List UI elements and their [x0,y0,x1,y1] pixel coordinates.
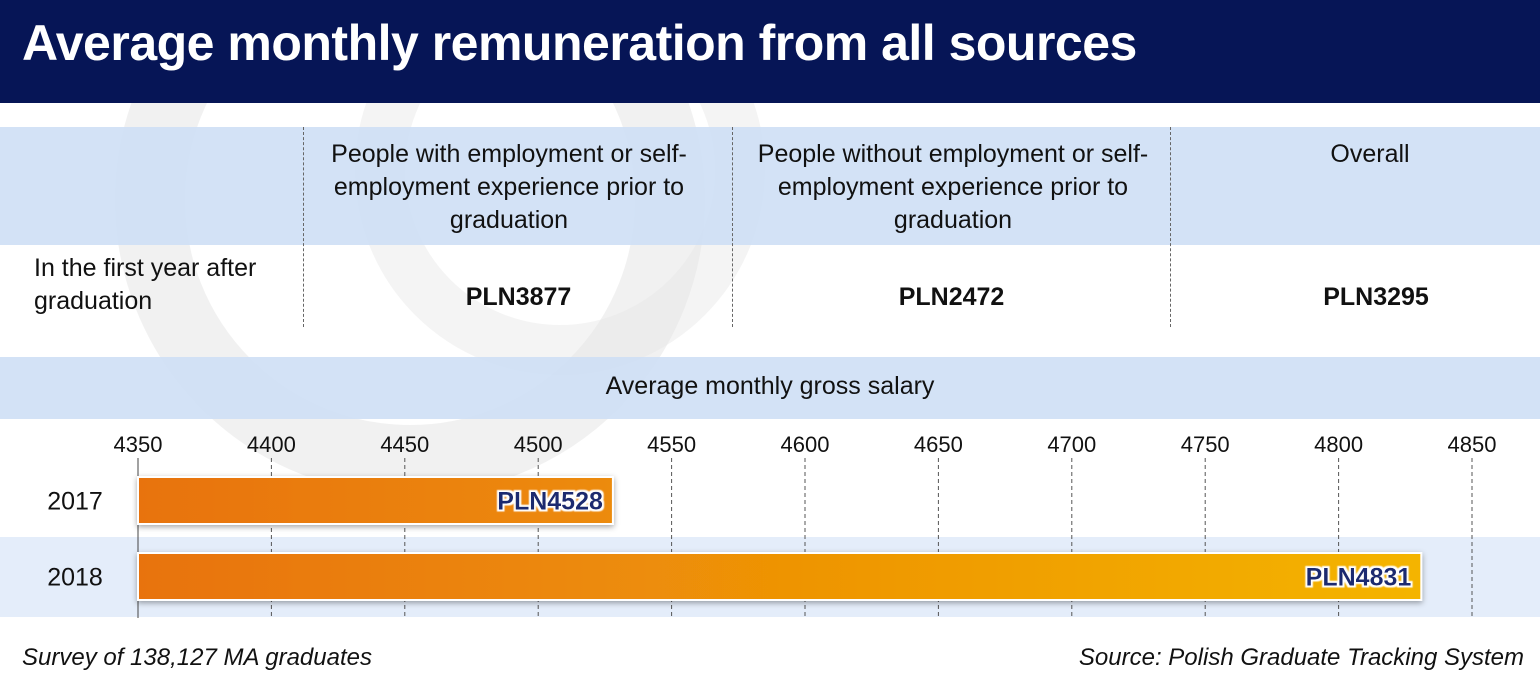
value-overall: PLN3295 [1323,283,1429,311]
x-tick-label: 4400 [247,432,296,457]
page-title: Average monthly remuneration from all so… [22,15,1137,71]
data-label-2017: PLN4528 [497,488,603,516]
x-tick-label: 4550 [647,432,696,457]
column-header-with-experience: People with employment or self-employmen… [331,140,687,234]
x-tick-label: 4500 [514,432,563,457]
survey-note: Survey of 138,127 MA graduates [22,644,372,671]
source-note: Source: Polish Graduate Tracking System [1078,644,1524,671]
x-tick-label: 4700 [1047,432,1096,457]
bar-2017 [137,476,614,525]
x-tick-label: 4650 [914,432,963,457]
x-tick-label: 4800 [1314,432,1363,457]
column-divider [303,127,304,327]
x-tick-label: 4350 [114,432,163,457]
x-tick-label: 4850 [1448,432,1497,457]
salary-section-band [0,357,1540,419]
category-label-2018: 2018 [47,564,103,592]
x-tick-label: 4600 [781,432,830,457]
table-header-band [0,127,1540,245]
data-label-2018: PLN4831 [1306,564,1412,592]
x-tick-label: 4750 [1181,432,1230,457]
column-header-without-experience: People without employment or self-employ… [757,140,1149,234]
value-without-experience: PLN2472 [898,283,1005,311]
header-bar: Average monthly remuneration from all so… [0,0,1540,103]
column-header-overall: Overall [1330,140,1410,168]
bar-2018 [137,552,1423,601]
column-divider [1170,127,1171,327]
salary-section-title: Average monthly gross salary [605,372,935,400]
value-with-experience: PLN3877 [465,283,572,311]
row-label-first-year: In the first year after graduation [34,254,257,315]
category-label-2017: 2017 [47,488,103,516]
x-tick-label: 4450 [380,432,429,457]
column-divider [732,127,733,327]
salary-bar-chart: 4350 4400 4450 4500 4550 4600 4650 4700 4750 4800… [0,432,1540,618]
